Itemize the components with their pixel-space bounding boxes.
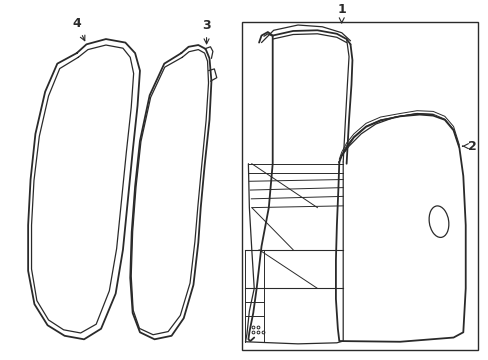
Text: 4: 4	[72, 17, 85, 41]
Text: 1: 1	[337, 3, 346, 23]
Text: 3: 3	[202, 19, 210, 44]
Bar	[242, 22, 477, 350]
Text: 2: 2	[462, 140, 476, 153]
